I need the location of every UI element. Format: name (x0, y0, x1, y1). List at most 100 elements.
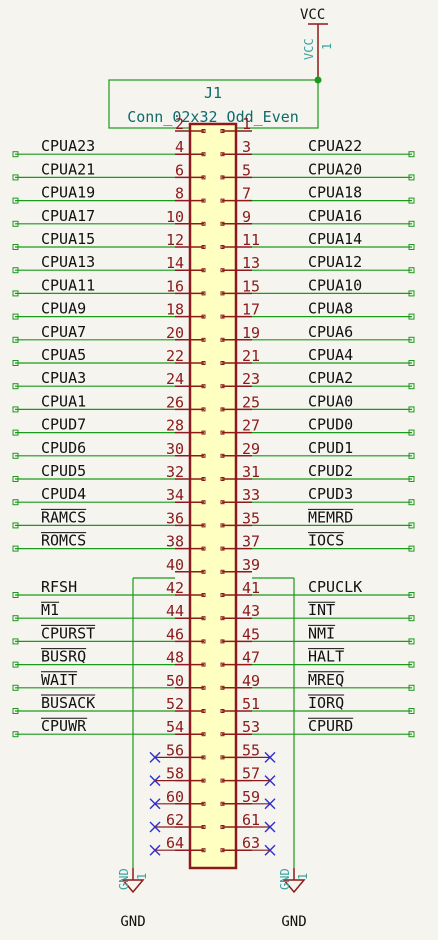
wire-end-right (408, 197, 415, 204)
net-label-right[interactable]: CPURD (308, 717, 353, 735)
pin-end-odd (220, 546, 225, 551)
net-label-left[interactable]: RFSH (41, 578, 77, 596)
net-label-left[interactable]: CPUA3 (41, 369, 86, 387)
net-label-left[interactable]: CPUA19 (41, 184, 95, 202)
net-label-right[interactable]: MEMRD (308, 508, 353, 526)
wire-end-left (12, 661, 19, 668)
net-label-left[interactable]: CPUA7 (41, 323, 86, 341)
wire-end-left (12, 360, 19, 366)
pin-number-odd: 11 (242, 231, 260, 249)
net-label-left[interactable]: CPUD5 (41, 462, 86, 480)
net-label-right[interactable]: CPUA18 (308, 184, 362, 202)
pin-end-even (201, 198, 206, 203)
net-label-left[interactable]: CPUA17 (41, 207, 95, 225)
pin-number-even: 30 (166, 440, 184, 458)
wire-end-left (12, 406, 19, 413)
net-label-left[interactable]: CPUD6 (41, 439, 86, 457)
wire-end-right (408, 429, 415, 436)
net-label-right[interactable]: NMI (308, 624, 335, 642)
vcc-junction-dot (314, 76, 322, 84)
pin-number-odd: 47 (242, 649, 260, 667)
net-label-left[interactable]: CPUD4 (41, 485, 86, 503)
wire-end-right (408, 499, 415, 506)
wire-end-left (12, 174, 19, 181)
pin-number-odd: 23 (242, 370, 260, 388)
net-label-left[interactable]: BUSRQ (41, 648, 86, 666)
pin-end-odd (220, 361, 225, 365)
pin-number-even: 42 (166, 579, 184, 597)
pin-end-even (201, 314, 206, 319)
net-label-right[interactable]: CPUA22 (308, 137, 362, 155)
net-label-right[interactable]: CPUA6 (308, 323, 353, 341)
net-label-right[interactable]: CPUA8 (308, 300, 353, 318)
pin-end-even (201, 685, 206, 690)
net-label-left[interactable]: CPUA1 (41, 392, 86, 410)
pin-end-even (201, 129, 206, 133)
net-label-right[interactable]: CPUA10 (308, 276, 362, 294)
net-label-right[interactable]: CPUA16 (308, 207, 362, 225)
net-label-right[interactable]: CPUA14 (308, 230, 362, 248)
pin-number-odd: 17 (242, 301, 260, 319)
net-label-left[interactable]: RAMCS (41, 508, 86, 526)
wire-end-left (12, 476, 19, 482)
pin-row: 20 19 CPUA7 CPUA6 (12, 323, 415, 343)
pin-row: 64 63 (149, 834, 276, 856)
net-label-right[interactable]: INT (308, 601, 335, 619)
pin-number-odd: 55 (242, 741, 260, 759)
net-label-right[interactable]: CPUA4 (308, 346, 353, 364)
pin-end-even (201, 778, 206, 783)
pin-number-even: 8 (175, 185, 184, 203)
gnd-left-power-symbol[interactable]: GND 1 GND (117, 868, 149, 930)
net-label-left[interactable]: CPUA23 (41, 137, 95, 155)
pin-row: 44 43 M1 INT (12, 601, 415, 622)
wire-end-left (12, 429, 19, 436)
pin-row: 42 41 RFSH CPUCLK (12, 578, 415, 598)
pin-end-odd (220, 175, 225, 180)
vcc-power-symbol[interactable]: VCC VCC 1 (300, 7, 334, 80)
net-label-left[interactable]: CPUA5 (41, 346, 86, 364)
net-label-right[interactable]: MREQ (308, 671, 344, 689)
gnd-left-triangle (121, 879, 145, 894)
pin-number-even: 60 (166, 788, 184, 806)
net-label-right[interactable]: CPUA20 (308, 160, 362, 178)
pin-end-even (201, 569, 206, 574)
net-label-left[interactable]: CPUA11 (41, 276, 95, 294)
net-label-left[interactable]: CPUA13 (41, 253, 95, 271)
wire-end-right (408, 522, 415, 529)
net-label-left[interactable]: CPURST (41, 624, 95, 642)
gnd-right-power-symbol[interactable]: GND 1 GND (278, 868, 310, 930)
net-label-left[interactable]: M1 (41, 601, 59, 619)
net-label-right[interactable]: CPUA12 (308, 253, 362, 271)
net-label-right[interactable]: IORQ (308, 694, 344, 712)
net-label-left[interactable]: CPUA9 (41, 300, 86, 318)
net-label-left[interactable]: WAIT (41, 671, 77, 689)
net-label-left[interactable]: CPUA21 (41, 160, 95, 178)
connector-body[interactable] (188, 122, 238, 870)
pin-number-even: 24 (166, 370, 184, 388)
pin-number-odd: 21 (242, 347, 260, 365)
net-label-left[interactable]: CPUD7 (41, 416, 86, 434)
pin-end-odd (220, 291, 225, 296)
wire-end-right (408, 638, 415, 645)
net-label-right[interactable]: CPUD1 (308, 439, 353, 457)
net-label-left[interactable]: CPUA15 (41, 230, 95, 248)
pin-end-odd (220, 709, 225, 713)
net-label-left[interactable]: CPUWR (41, 717, 87, 735)
pin-end-odd (220, 639, 225, 644)
net-label-right[interactable]: CPUA2 (308, 369, 353, 387)
net-label-left[interactable]: BUSACK (41, 694, 95, 712)
pin-row: 30 29 CPUD6 CPUD1 (12, 439, 415, 459)
pin-number-odd: 49 (242, 672, 260, 690)
net-label-right[interactable]: CPUD3 (308, 485, 353, 503)
net-label-left[interactable]: ROMCS (41, 532, 86, 550)
net-label-right[interactable]: CPUCLK (308, 578, 362, 596)
pin-end-even (201, 175, 206, 180)
net-label-right[interactable]: IOCS (308, 532, 344, 550)
pin-number-even: 10 (166, 208, 184, 226)
net-label-right[interactable]: CPUA0 (308, 392, 353, 410)
net-label-right[interactable]: HALT (308, 648, 344, 666)
pin-row: 34 33 CPUD4 CPUD3 (12, 485, 415, 506)
net-label-right[interactable]: CPUD0 (308, 416, 353, 434)
net-label-right[interactable]: CPUD2 (308, 462, 353, 480)
